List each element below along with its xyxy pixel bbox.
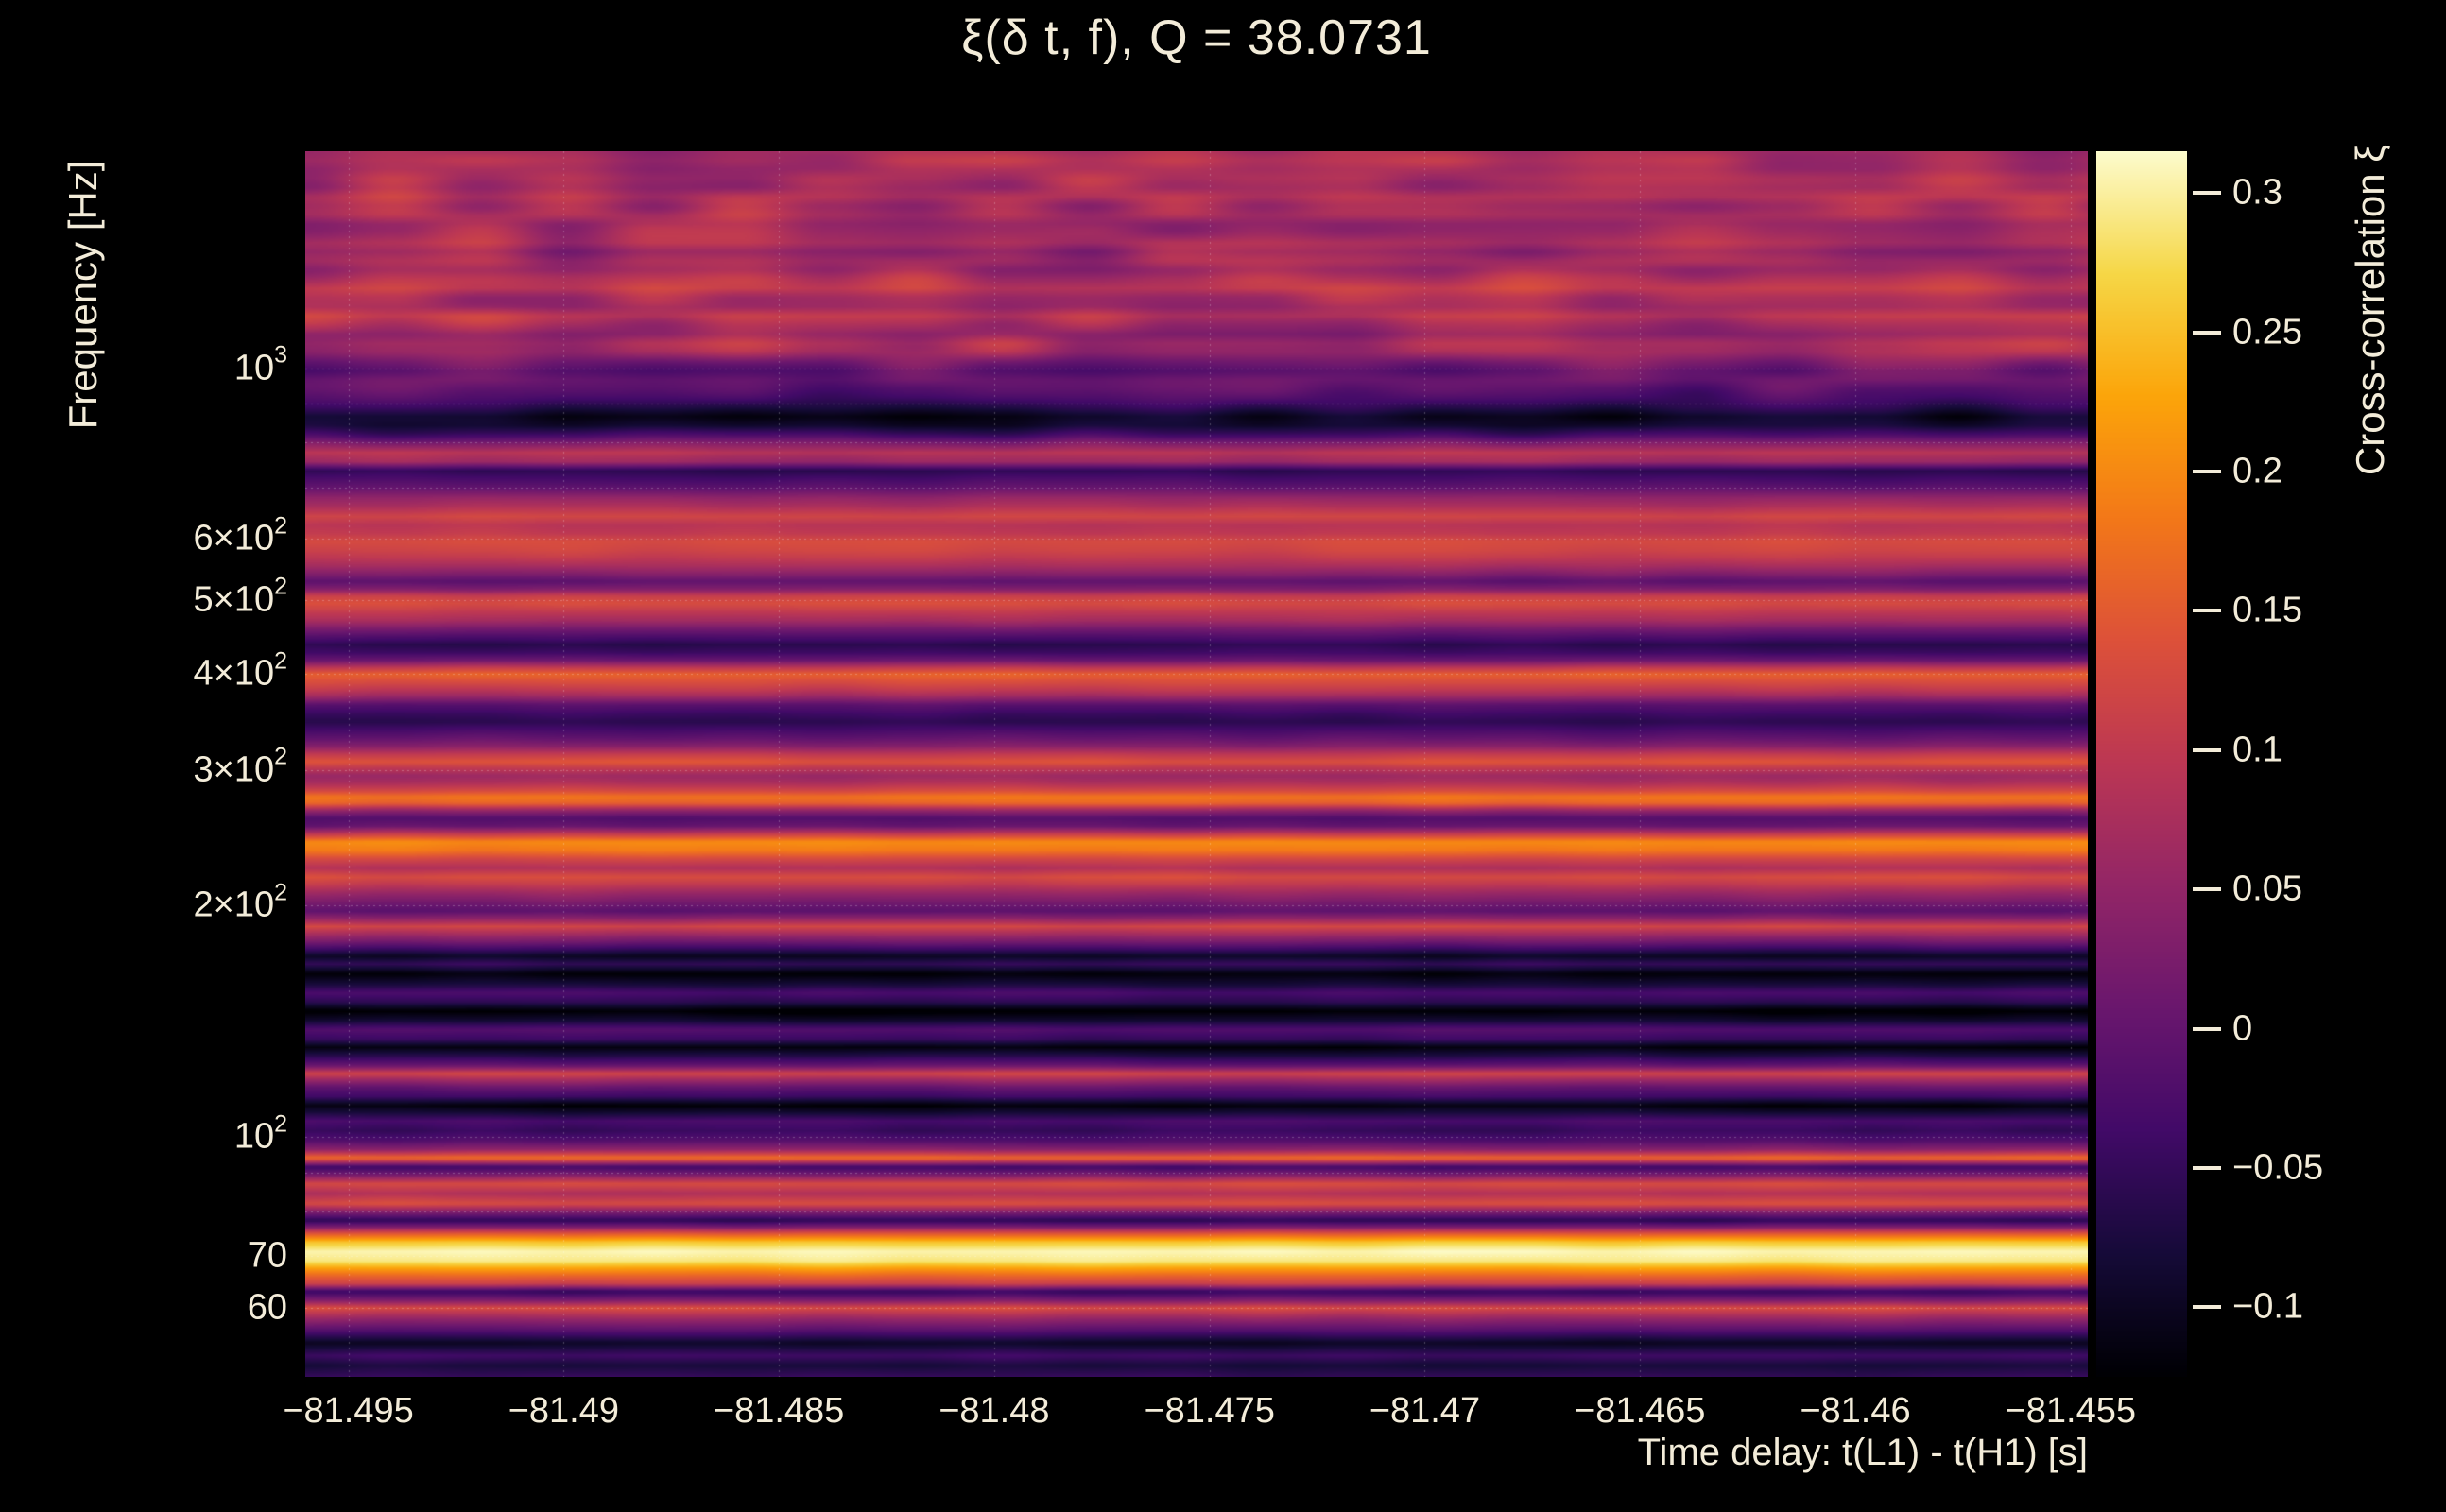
y-tick-label: 5×102 <box>193 573 288 620</box>
colorbar-tick-label: 0.1 <box>2232 730 2282 770</box>
colorbar-tick-label: 0 <box>2232 1008 2253 1049</box>
colorbar-canvas <box>2096 151 2187 1377</box>
colorbar-tick-label: −0.1 <box>2232 1286 2304 1327</box>
colorbar-tick-mark <box>2193 191 2221 196</box>
x-tick-label: −81.455 <box>2005 1391 2136 1431</box>
colorbar-tick-mark <box>2193 747 2221 752</box>
y-tick-label: 4×102 <box>193 647 288 694</box>
y-axis-title: Frequency [Hz] <box>60 160 105 430</box>
colorbar-tick-mark <box>2193 330 2221 335</box>
colorbar-tick-mark <box>2193 1165 2221 1170</box>
y-tick-label: 2×102 <box>193 879 288 925</box>
y-tick-label: 70 <box>247 1235 287 1276</box>
x-axis-title: Time delay: t(L1) - t(H1) [s] <box>1637 1432 2088 1473</box>
x-tick-label: −81.475 <box>1144 1391 1275 1431</box>
colorbar-tick-label: 0.2 <box>2232 451 2282 491</box>
colorbar-tick-mark <box>2193 1026 2221 1031</box>
grid-overlay-canvas <box>305 151 2088 1377</box>
colorbar-tick-label: 0.05 <box>2232 868 2302 909</box>
figure-title: ξ(δ t, f), Q = 38.0731 <box>961 10 1432 65</box>
colorbar-tick-mark <box>2193 1305 2221 1310</box>
colorbar-tick-label: 0.25 <box>2232 312 2302 352</box>
colorbar-tick-mark <box>2193 887 2221 892</box>
colorbar-tick-label: 0.3 <box>2232 172 2282 213</box>
colorbar-tick-label: −0.05 <box>2232 1147 2324 1188</box>
x-tick-label: −81.47 <box>1369 1391 1481 1431</box>
colorbar-title: Cross-correlation ξ <box>2348 144 2392 476</box>
x-tick-label: −81.485 <box>713 1391 845 1431</box>
y-tick-label: 102 <box>233 1110 287 1157</box>
colorbar-tick-label: 0.15 <box>2232 590 2302 630</box>
x-tick-label: −81.48 <box>939 1391 1050 1431</box>
y-tick-label: 60 <box>247 1287 287 1328</box>
y-tick-label: 6×102 <box>193 512 288 558</box>
x-tick-label: −81.49 <box>508 1391 619 1431</box>
x-tick-label: −81.465 <box>1575 1391 1706 1431</box>
x-tick-label: −81.495 <box>283 1391 414 1431</box>
colorbar-tick-mark <box>2193 609 2221 613</box>
x-tick-label: −81.46 <box>1800 1391 1911 1431</box>
y-tick-label: 103 <box>233 341 287 388</box>
colorbar-tick-mark <box>2193 469 2221 473</box>
y-tick-label: 3×102 <box>193 743 288 790</box>
